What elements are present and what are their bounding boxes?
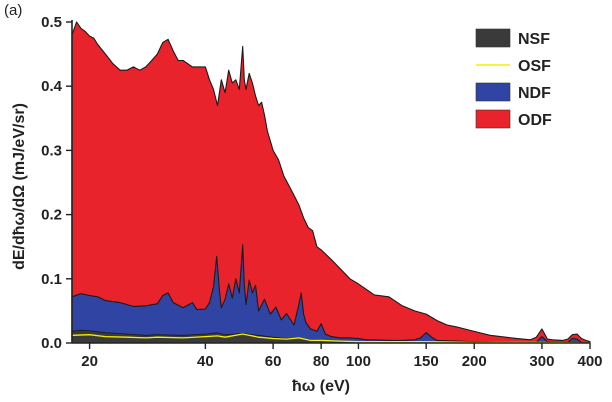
y-axis-title: dE/dħω/dΩ (mJ/eV/sr) (11, 103, 28, 270)
y-tick-label: 0.1 (41, 271, 62, 288)
legend-swatch-ndf (475, 82, 511, 102)
legend-label-nsf: NSF (518, 31, 550, 48)
y-tick-label: 0.3 (41, 142, 62, 159)
x-tick-label: 40 (197, 353, 214, 370)
x-tick-label: 20 (81, 353, 98, 370)
x-axis-title: ħω (eV) (292, 378, 350, 395)
x-tick-label: 150 (414, 353, 439, 370)
series-osf-line (71, 333, 591, 344)
x-tick-label: 300 (529, 353, 554, 370)
legend-swatch-odf (475, 109, 511, 129)
legend-label-osf: OSF (518, 58, 551, 75)
series-ndf-area (71, 244, 591, 344)
legend-label-odf: ODF (518, 112, 552, 129)
legend-label-ndf: NDF (518, 85, 551, 102)
y-tick-label: 0.4 (41, 78, 63, 95)
x-tick-label: 60 (265, 353, 282, 370)
panel-label: (a) (4, 2, 23, 19)
y-tick-label: 0.2 (41, 207, 62, 224)
x-tick-label: 100 (346, 353, 371, 370)
y-tick-label: 0.0 (41, 335, 62, 352)
x-tick-label: 400 (577, 353, 602, 370)
y-tick-label: 0.5 (41, 14, 62, 31)
legend-swatch-nsf (475, 28, 511, 48)
x-tick-label: 200 (462, 353, 487, 370)
x-tick-label: 80 (313, 353, 330, 370)
series-odf-area (71, 21, 591, 344)
